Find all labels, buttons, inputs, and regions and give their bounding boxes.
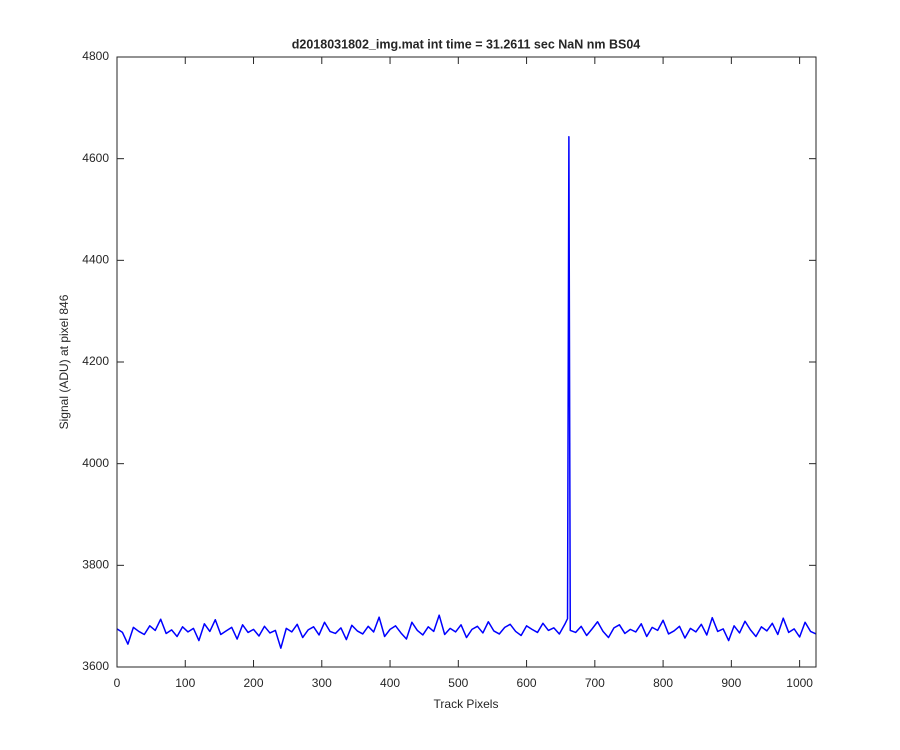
x-tick-label: 200 [244, 676, 264, 690]
y-tick-label: 4600 [82, 151, 109, 165]
data-line [116, 136, 817, 649]
y-tick-label: 3600 [82, 659, 109, 673]
chart-title: d2018031802_img.mat int time = 31.2611 s… [292, 37, 641, 51]
y-tick-label: 4400 [82, 253, 109, 267]
x-tick-label: 100 [175, 676, 195, 690]
y-tick-label: 3800 [82, 558, 109, 572]
x-tick-label: 0 [114, 676, 121, 690]
x-tick-label: 400 [380, 676, 400, 690]
x-axis-label: Track Pixels [434, 697, 499, 711]
x-tick-label: 900 [721, 676, 741, 690]
x-tick-label: 1000 [786, 676, 813, 690]
x-tick-label: 300 [312, 676, 332, 690]
x-tick-label: 700 [585, 676, 605, 690]
x-tick-label: 800 [653, 676, 673, 690]
x-tick-label: 600 [517, 676, 537, 690]
y-tick-label: 4800 [82, 49, 109, 63]
y-axis-label: Signal (ADU) at pixel 846 [57, 294, 71, 429]
y-tick-label: 4200 [82, 354, 109, 368]
x-tick-label: 500 [448, 676, 468, 690]
y-tick-label: 4000 [82, 456, 109, 470]
